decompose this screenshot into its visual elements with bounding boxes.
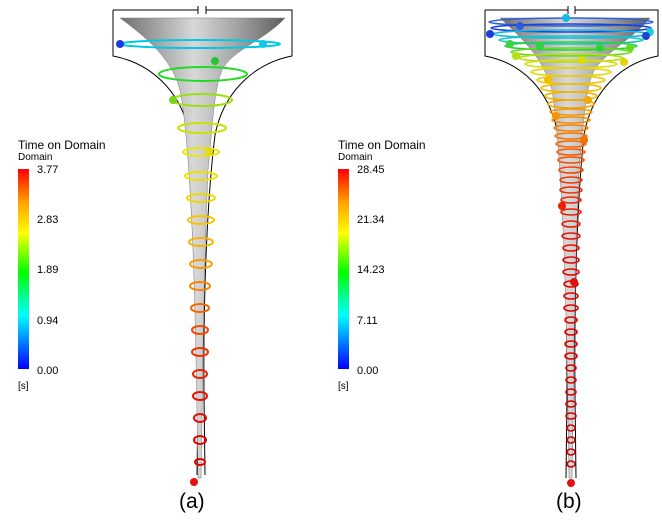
caption-b: (b)	[556, 490, 582, 513]
legend-b-unit: [s]	[338, 381, 349, 392]
particle-track-a	[119, 39, 281, 466]
legend-a-subtitle: Domain	[18, 152, 53, 163]
vortex-core-b	[499, 17, 651, 479]
particle-track-b	[488, 17, 654, 468]
vortex-core-a	[119, 17, 286, 479]
legend-b-colorbar	[338, 169, 349, 369]
legend-b-tick-max: 28.45	[357, 164, 385, 176]
particles-b	[486, 14, 654, 487]
legend-b-title: Time on Domain	[338, 138, 426, 152]
legend-b-subtitle: Domain	[338, 152, 373, 163]
legend-a-tick-4: 0.94	[37, 315, 59, 327]
legend-a-colorbar	[18, 169, 29, 369]
legend-a-tick-max: 3.77	[37, 164, 59, 176]
legend-a-title: Time on Domain	[18, 138, 106, 152]
legend-b-tick-4: 7.11	[357, 315, 378, 327]
caption-a: (a)	[179, 490, 205, 513]
particles-a	[116, 40, 267, 486]
legend-b-tick-min: 0.00	[357, 365, 379, 377]
legend-a-unit: [s]	[18, 381, 29, 392]
legend-b-tick-3: 14.23	[357, 264, 385, 276]
legend-a-tick-3: 1.89	[37, 264, 59, 276]
legend-a-tick-2: 2.83	[37, 214, 59, 226]
legend-a-tick-min: 0.00	[37, 365, 59, 377]
legend-b-tick-2: 21.34	[357, 214, 385, 226]
